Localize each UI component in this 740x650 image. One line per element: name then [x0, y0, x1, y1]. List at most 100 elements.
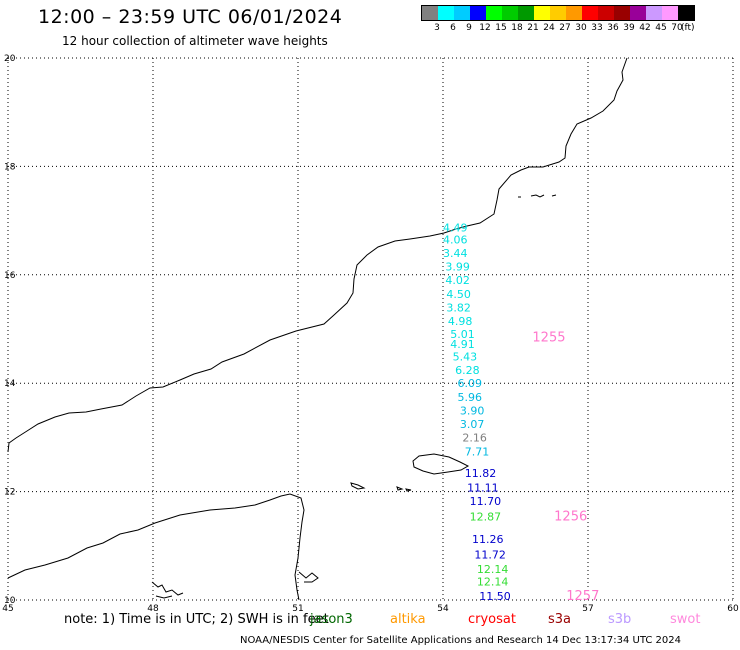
- lon-tick-label: 51: [292, 604, 303, 614]
- pass-number: 1256: [554, 509, 587, 524]
- wave-observations: 4.494.063.443.994.024.503.824.985.014.91…: [443, 221, 511, 603]
- credit-line: NOAA/NESDIS Center for Satellite Applica…: [240, 635, 682, 646]
- wave-height-value: 11.11: [467, 482, 499, 495]
- wave-height-value: 7.71: [465, 445, 490, 458]
- legend-tick-label: 18: [511, 23, 523, 33]
- wave-height-value: 4.02: [445, 274, 470, 287]
- legend-swatch: [662, 6, 678, 20]
- wave-height-value: 12.87: [470, 510, 502, 523]
- legend-swatch: [438, 6, 454, 20]
- legend-tick-label: 12: [479, 23, 491, 33]
- wave-height-value: 4.91: [450, 338, 475, 351]
- wave-height-value: 5.43: [453, 350, 478, 363]
- wave-height-value: 2.16: [462, 432, 487, 445]
- legend-tick-label: 24: [543, 23, 555, 33]
- lon-tick-label: 60: [727, 604, 739, 614]
- legend-swatch: [470, 6, 486, 20]
- wave-height-value: 11.70: [470, 495, 502, 508]
- lat-tick-label: 20: [4, 54, 16, 64]
- legend-swatch: [646, 6, 662, 20]
- lon-tick-label: 54: [437, 604, 449, 614]
- legend-swatch: [582, 6, 598, 20]
- pass-number: 1255: [532, 330, 565, 345]
- arabian-coastline: [7, 57, 628, 453]
- map-title: 12:00 – 23:59 UTC 06/01/2024: [38, 6, 343, 28]
- small-island: [405, 488, 412, 492]
- legend-swatch: [614, 6, 630, 20]
- legend-tick-label: 6: [450, 23, 456, 33]
- legend-swatch: [550, 6, 566, 20]
- satellite-label-swot: swot: [670, 612, 701, 627]
- map-grid: [7, 57, 734, 601]
- legend-tick-label: 45: [655, 23, 667, 33]
- wave-height-value: 4.06: [443, 233, 468, 246]
- wave-height-value: 11.72: [474, 548, 506, 561]
- abd-al-kuri-island: [350, 482, 366, 490]
- wave-height-value: 4.49: [443, 221, 468, 234]
- satellite-label-s3a: s3a: [548, 612, 572, 627]
- small-island: [396, 486, 404, 491]
- legend-swatch: [534, 6, 550, 20]
- wave-height-value: 12.14: [477, 563, 509, 576]
- pass-number: 1257: [566, 589, 599, 604]
- axis-labels: 45 48 51 54 57 60 20 18 16 14 12 10: [2, 54, 739, 614]
- socotra-island: [412, 453, 470, 475]
- map-subtitle: 12 hour collection of altimeter wave hei…: [62, 34, 328, 48]
- wave-height-value: 11.82: [465, 467, 497, 480]
- footnote: note: 1) Time is in UTC; 2) SWH is in fe…: [64, 612, 329, 627]
- wave-height-value: 3.99: [445, 260, 470, 273]
- legend-tick-label: 36: [607, 23, 619, 33]
- lat-tick-label: 10: [4, 596, 16, 606]
- satellite-passes: 1255 1256 1257: [532, 330, 599, 604]
- legend-tick-label: 30: [575, 23, 587, 33]
- satellite-label-jason3: jason3: [310, 612, 353, 627]
- legend-swatch: [598, 6, 614, 20]
- wave-height-value: 4.50: [446, 288, 471, 301]
- legend-swatch: [678, 6, 694, 20]
- legend-unit: (ft): [681, 23, 695, 33]
- ras-hafun-coast: [298, 571, 319, 583]
- lon-tick-label: 48: [147, 604, 159, 614]
- wave-height-value: 11.50: [479, 590, 511, 603]
- lat-tick-label: 12: [4, 488, 15, 498]
- lat-tick-label: 14: [4, 379, 16, 389]
- legend-tick-label: 70: [671, 23, 683, 33]
- satellite-label-s3b: s3b: [608, 612, 632, 627]
- wave-height-value: 12.14: [477, 575, 509, 588]
- somali-coastline: [7, 493, 305, 601]
- legend-swatch: [518, 6, 534, 20]
- satellite-label-altika: altika: [390, 612, 426, 627]
- lat-tick-label: 18: [4, 162, 16, 172]
- lat-tick-label: 16: [4, 271, 16, 281]
- wave-height-value: 3.44: [443, 247, 468, 260]
- legend-color-bar: [421, 5, 695, 21]
- coastal-detail: [151, 581, 184, 599]
- wave-height-value: 5.96: [458, 391, 483, 404]
- legend-tick-label: 15: [495, 23, 507, 33]
- footnote-text: note: 1) Time is in UTC; 2) SWH is in fe…: [64, 612, 329, 627]
- wave-height-value: 3.90: [460, 405, 485, 418]
- legend-swatch: [422, 6, 438, 20]
- wave-height-legend: 3 6 9 12 15 18 21 24 27 30 33 36 39 42 45 70 (ft): [421, 5, 695, 35]
- lon-tick-label: 45: [2, 604, 13, 614]
- wave-height-value: 3.07: [460, 418, 485, 431]
- legend-tick-label: 42: [639, 23, 651, 33]
- coastline: [7, 57, 628, 601]
- legend-swatch: [502, 6, 518, 20]
- wave-height-value: 6.09: [458, 377, 483, 390]
- wave-height-value: 5.01: [450, 328, 475, 341]
- legend-swatch: [486, 6, 502, 20]
- legend-tick-label: 21: [527, 23, 539, 33]
- satellite-label-cryosat: cryosat: [468, 612, 516, 627]
- wave-height-value: 6.28: [455, 364, 480, 377]
- legend-tick-label: 33: [591, 23, 603, 33]
- legend-swatch: [630, 6, 646, 20]
- wave-height-value: 4.98: [448, 315, 473, 328]
- lon-tick-label: 57: [582, 604, 593, 614]
- wave-height-value: 11.26: [472, 533, 504, 546]
- legend-swatch: [566, 6, 582, 20]
- legend-tick-label: 39: [623, 23, 635, 33]
- legend-tick-label: 27: [559, 23, 571, 33]
- legend-tick-label: 9: [466, 23, 472, 33]
